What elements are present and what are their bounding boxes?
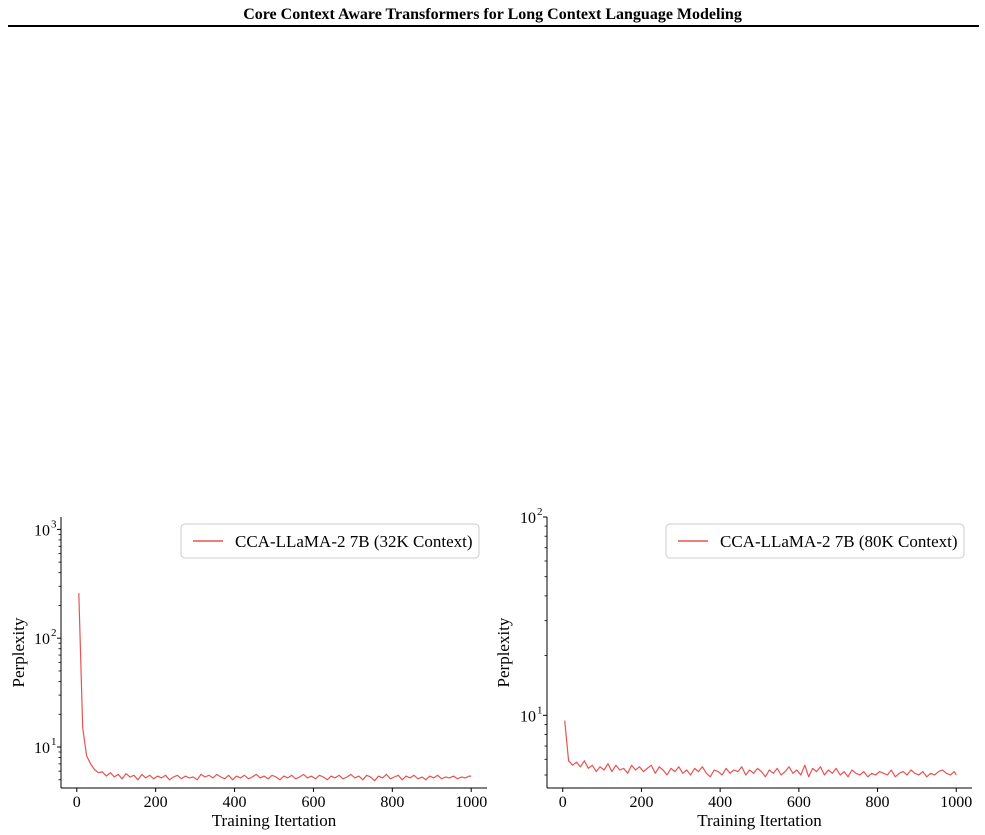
x-tick-label: 600 bbox=[301, 794, 325, 811]
series-line bbox=[78, 593, 472, 782]
header-rule bbox=[8, 25, 979, 27]
legend-box bbox=[665, 523, 965, 559]
x-tick-label: 600 bbox=[787, 794, 811, 811]
x-tick-label: 1000 bbox=[455, 794, 487, 811]
y-tick-exponent: 1 bbox=[537, 704, 543, 716]
y-tick-label: 10 bbox=[34, 631, 50, 648]
x-tick-label: 1000 bbox=[940, 794, 972, 811]
x-tick-label: 0 bbox=[73, 794, 81, 811]
x-tick-label: 0 bbox=[559, 794, 567, 811]
x-axis-label: Training Itertation bbox=[212, 811, 337, 830]
y-tick-label: 10 bbox=[34, 740, 50, 757]
y-axis-label: Perplexity bbox=[494, 617, 513, 687]
x-tick-label: 400 bbox=[708, 794, 732, 811]
y-tick-exponent: 1 bbox=[51, 736, 57, 748]
legend-box bbox=[180, 523, 480, 559]
y-tick-exponent: 3 bbox=[51, 518, 57, 530]
y-tick-exponent: 2 bbox=[537, 506, 543, 518]
y-axis-label: Perplexity bbox=[9, 617, 28, 687]
series-line bbox=[564, 720, 957, 778]
x-tick-label: 200 bbox=[629, 794, 653, 811]
y-tick-label: 10 bbox=[520, 708, 536, 725]
legend-label: CCA-LLaMA-2 7B (80K Context) bbox=[720, 532, 958, 551]
x-axis-label: Training Itertation bbox=[697, 811, 822, 830]
x-tick-label: 400 bbox=[223, 794, 247, 811]
x-tick-label: 200 bbox=[144, 794, 168, 811]
y-tick-exponent: 2 bbox=[51, 627, 57, 639]
legend-label: CCA-LLaMA-2 7B (32K Context) bbox=[235, 532, 473, 551]
y-tick-label: 10 bbox=[520, 510, 536, 527]
x-tick-label: 800 bbox=[866, 794, 890, 811]
x-tick-label: 800 bbox=[380, 794, 404, 811]
running-header: Core Context Aware Transformers for Long… bbox=[243, 6, 742, 23]
y-tick-label: 10 bbox=[34, 522, 50, 539]
